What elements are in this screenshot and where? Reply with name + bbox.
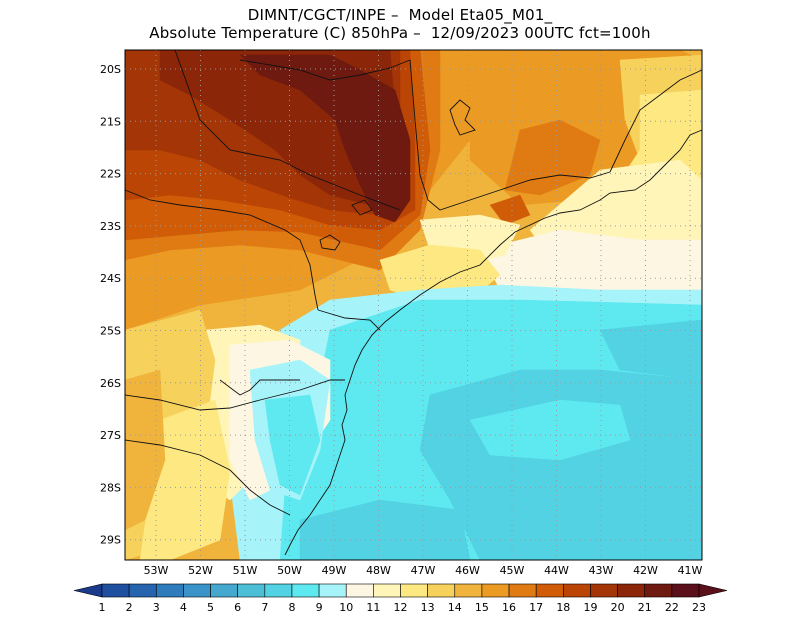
lon-tick-label: 43W: [589, 564, 614, 577]
state-border-5: [409, 59, 611, 211]
state-border-4: [124, 439, 291, 516]
colorbar-label: 21: [638, 601, 652, 614]
lat-tick-label: 20S: [100, 63, 121, 76]
field-9-south: [264, 394, 321, 496]
colorbar-label: 9: [316, 601, 323, 614]
field-9-patch: [469, 399, 631, 461]
colorbar-label: 17: [529, 601, 543, 614]
colorbar-segment: [644, 583, 673, 598]
colorbar-segment: [563, 583, 591, 598]
lat-tick-label: 26S: [100, 377, 121, 390]
title-line-2: Absolute Temperature (C) 850hPa – 12/09/…: [149, 24, 651, 42]
longitude-labels: 53W 52W 51W 50W 49W 48W 47W 46W 45W 44W 43W 42W 41W: [144, 564, 703, 577]
lon-tick-label: 41W: [678, 564, 703, 577]
lon-tick-label: 52W: [188, 564, 213, 577]
lon-tick-label: 44W: [544, 564, 569, 577]
state-border-8: [174, 49, 401, 211]
lon-tick-label: 51W: [233, 564, 258, 577]
colorbar-label: 13: [421, 601, 435, 614]
colorbar-label: 20: [611, 601, 625, 614]
lon-tick-label: 46W: [455, 564, 480, 577]
lat-tick-label: 22S: [100, 168, 121, 181]
colorbar-segment: [210, 583, 238, 598]
colorbar-segment: [617, 583, 646, 598]
coastline: [284, 129, 703, 556]
plot-title: DIMNT/CGCT/INPE – Model Eta05_M01_ Absol…: [0, 6, 800, 42]
colorbar-segment: [481, 583, 510, 598]
colorbar-segment: [155, 583, 184, 598]
colorbar: 1 2 3 4 5 6 7 8 9 10 11 12 13 14 15 16 17 18 19 20 21 22 23: [73, 583, 728, 614]
lat-tick-label: 25S: [100, 325, 121, 338]
field-8-south: [299, 499, 471, 560]
colorbar-segment: [508, 583, 537, 598]
lat-tick-label: 24S: [100, 272, 121, 285]
colorbar-label: 3: [153, 601, 160, 614]
plot-frame: [124, 49, 703, 561]
colorbar-segment: [264, 583, 293, 598]
colorbar-segment: [183, 583, 211, 598]
field-18-east: [489, 194, 531, 226]
colorbar-label: 8: [288, 601, 295, 614]
latitude-labels: 20S 21S 22S 23S 24S 25S 26S 27S 28S 29S: [100, 63, 121, 547]
colorbar-label: 1: [99, 601, 106, 614]
state-border-7: [239, 59, 411, 81]
lon-tick-label: 49W: [322, 564, 347, 577]
lon-tick-label: 48W: [366, 564, 391, 577]
colorbar-segment: [101, 583, 130, 598]
state-border-6: [609, 69, 703, 173]
colorbar-label: 15: [475, 601, 489, 614]
field-15-west: [125, 369, 166, 531]
colorbar-label: 2: [126, 601, 133, 614]
lat-tick-label: 28S: [100, 481, 121, 494]
colorbar-label: 4: [180, 601, 187, 614]
state-border-3: [124, 379, 345, 411]
colorbar-segment: [535, 583, 564, 598]
colorbar-label: 5: [207, 601, 214, 614]
lon-tick-label: 47W: [411, 564, 436, 577]
lat-tick-label: 21S: [100, 115, 121, 128]
colorbar-segment: [373, 583, 401, 598]
lake-3: [351, 199, 373, 216]
temperature-field: [125, 50, 702, 560]
colorbar-segment: [345, 583, 374, 598]
state-border-9: [219, 379, 300, 396]
lon-tick-label: 42W: [633, 564, 658, 577]
lon-tick-label: 45W: [500, 564, 525, 577]
colorbar-segment: [291, 583, 320, 598]
title-line-1: DIMNT/CGCT/INPE – Model Eta05_M01_: [247, 6, 553, 24]
colorbar-segment: [427, 583, 456, 598]
colorbar-label: 6: [234, 601, 241, 614]
colorbar-label: 16: [502, 601, 516, 614]
colorbar-label: 7: [261, 601, 268, 614]
colorbar-segment: [318, 583, 347, 598]
colorbar-label: 10: [339, 601, 353, 614]
lat-tick-label: 29S: [100, 534, 121, 547]
colorbar-label: 12: [394, 601, 408, 614]
colorbar-segment: [128, 583, 157, 598]
colorbar-segment: [237, 583, 266, 598]
lat-tick-label: 27S: [100, 429, 121, 442]
lake-2: [319, 234, 341, 251]
lat-tick-label: 23S: [100, 220, 121, 233]
lake-1: [449, 99, 476, 136]
colorbar-segment: [590, 583, 618, 598]
colorbar-label: 18: [556, 601, 570, 614]
colorbar-segment: [671, 583, 700, 598]
state-border-1: [124, 189, 319, 311]
colorbar-label: 23: [692, 601, 706, 614]
colorbar-segment: [400, 583, 428, 598]
lon-tick-label: 53W: [144, 564, 169, 577]
colorbar-label: 14: [448, 601, 462, 614]
colorbar-label: 11: [366, 601, 380, 614]
field-8b: [599, 319, 702, 381]
lon-tick-label: 50W: [277, 564, 302, 577]
colorbar-segment: [454, 583, 483, 598]
colorbar-label: 19: [583, 601, 597, 614]
colorbar-arrow-low: [73, 583, 103, 598]
colorbar-arrow-high: [698, 583, 728, 598]
state-border-2: [317, 309, 381, 331]
colorbar-label: 22: [665, 601, 679, 614]
coastline-borders: [124, 49, 703, 556]
